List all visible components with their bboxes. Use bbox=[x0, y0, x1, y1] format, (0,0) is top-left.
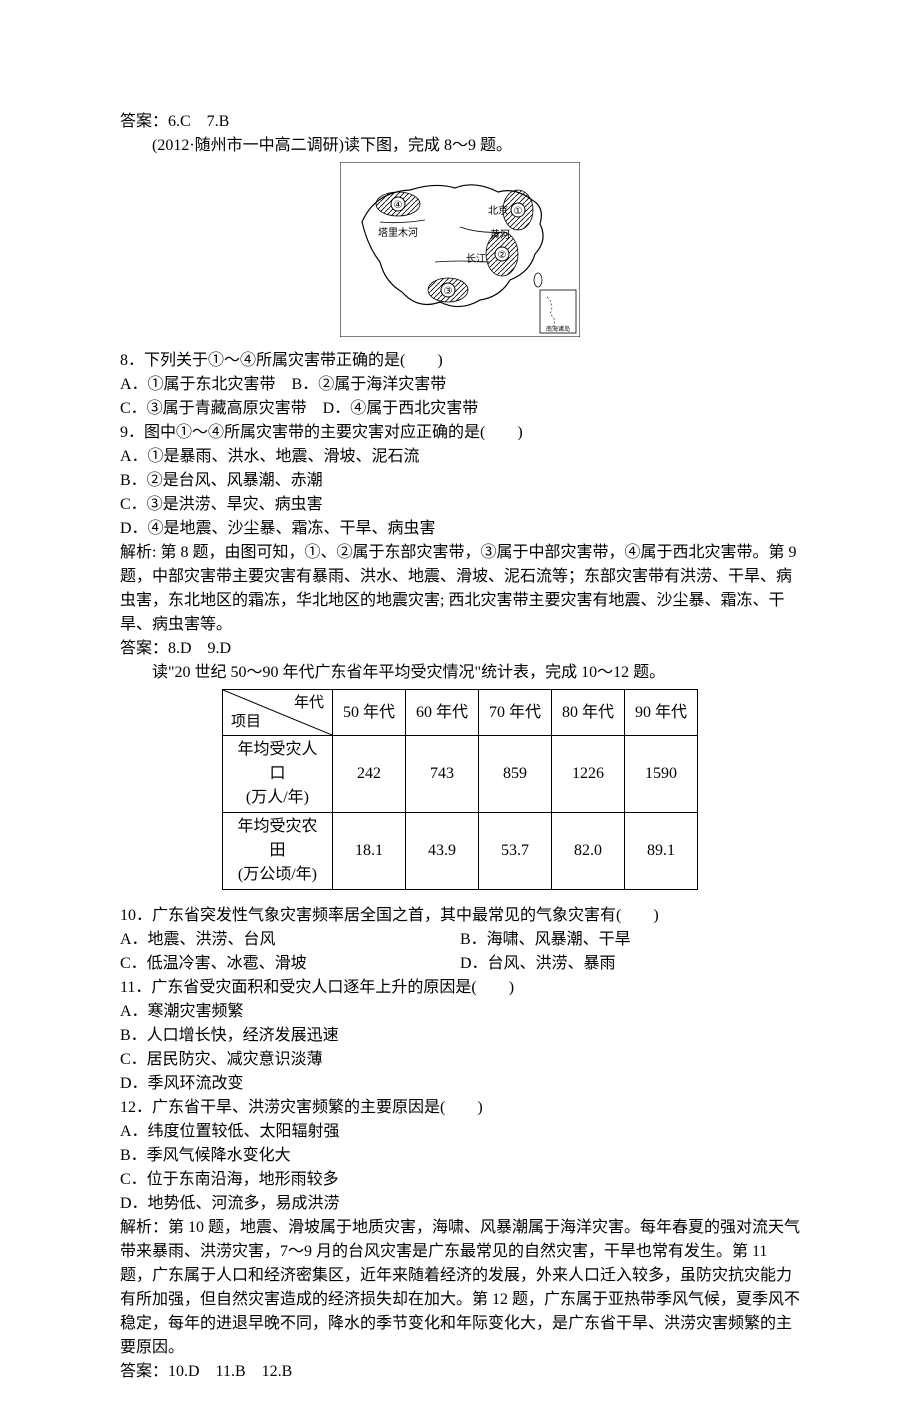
q11-opt-c: C．居民防灾、减灾意识淡薄 bbox=[120, 1048, 800, 1072]
q11-stem: 11．广东省受灾面积和受灾人口逐年上升的原因是( ) bbox=[120, 976, 800, 1000]
cell: 18.1 bbox=[332, 813, 405, 890]
diag-bottom: 项目 bbox=[231, 711, 261, 734]
diag-top: 年代 bbox=[294, 692, 324, 715]
q10-opt-d: D．台风、洪涝、暴雨 bbox=[460, 952, 800, 976]
cell: 43.9 bbox=[405, 813, 478, 890]
q8-stem: 8．下列关于①～④所属灾害带正确的是( ) bbox=[120, 349, 800, 373]
label-huanghe: 黄河 bbox=[490, 228, 510, 241]
cell: 82.0 bbox=[552, 813, 625, 890]
q8-opt-ab: A．①属于东北灾害带 B．②属于海洋灾害带 bbox=[120, 373, 800, 397]
q11-opt-a: A．寒潮灾害频繁 bbox=[120, 1000, 800, 1024]
q8-opt-cd: C．③属于青藏高原灾害带 D．④属于西北灾害带 bbox=[120, 397, 800, 421]
q9-opt-c: C．③是洪涝、旱灾、病虫害 bbox=[120, 493, 800, 517]
q11-opt-d: D．季风环流改变 bbox=[120, 1072, 800, 1096]
disaster-stats-table: 年代 项目 50 年代 60 年代 70 年代 80 年代 90 年代 年均受灾… bbox=[222, 689, 698, 890]
q10-opt-a: A．地震、洪涝、台风 bbox=[120, 928, 460, 952]
label-beijing: 北京 bbox=[488, 204, 508, 217]
label-changjiang: 长江 bbox=[466, 253, 486, 265]
row-label: 年均受灾人口 (万人/年) bbox=[222, 736, 332, 813]
q9-opt-b: B．②是台风、风暴潮、赤潮 bbox=[120, 469, 800, 493]
answer-10-12: 答案：10.D 11.B 12.B bbox=[120, 1360, 800, 1384]
col-header: 80 年代 bbox=[552, 690, 625, 736]
q11-opt-b: B．人口增长快，经济发展迅速 bbox=[120, 1024, 800, 1048]
q12-opt-c: C．位于东南沿海，地形雨较多 bbox=[120, 1168, 800, 1192]
q12-opt-d: D．地势低、河流多，易成洪涝 bbox=[120, 1192, 800, 1216]
q10-opt-c: C．低温冷害、冰雹、滑坡 bbox=[120, 952, 460, 976]
china-map-figure: ④ ① ② ③ 塔里木河 北京 黄河 长江 南海诸岛 bbox=[120, 162, 800, 345]
svg-text:③: ③ bbox=[444, 286, 453, 297]
svg-text:④: ④ bbox=[394, 200, 403, 211]
svg-text:②: ② bbox=[498, 250, 507, 261]
col-header: 90 年代 bbox=[625, 690, 698, 736]
col-header: 50 年代 bbox=[332, 690, 405, 736]
table-header-row: 年代 项目 50 年代 60 年代 70 年代 80 年代 90 年代 bbox=[222, 690, 697, 736]
answer-8-9: 答案：8.D 9.D bbox=[120, 637, 800, 661]
q9-stem: 9．图中①～④所属灾害带的主要灾害对应正确的是( ) bbox=[120, 421, 800, 445]
table-row: 年均受灾农田 (万公顷/年) 18.1 43.9 53.7 82.0 89.1 bbox=[222, 813, 697, 890]
q8-intro: (2012·随州市一中高二调研)读下图，完成 8～9 题。 bbox=[120, 134, 800, 158]
answer-6-7: 答案：6.C 7.B bbox=[120, 110, 800, 134]
col-header: 70 年代 bbox=[478, 690, 551, 736]
svg-text:①: ① bbox=[514, 206, 523, 217]
q12-stem: 12．广东省干旱、洪涝灾害频繁的主要原因是( ) bbox=[120, 1096, 800, 1120]
q12-opt-b: B．季风气候降水变化大 bbox=[120, 1144, 800, 1168]
cell: 89.1 bbox=[625, 813, 698, 890]
cell: 1590 bbox=[625, 736, 698, 813]
q10-stem: 10．广东省突发性气象灾害频率居全国之首，其中最常见的气象灾害有( ) bbox=[120, 904, 800, 928]
q9-opt-a: A．①是暴雨、洪水、地震、滑坡、泥石流 bbox=[120, 445, 800, 469]
label-tarim: 塔里木河 bbox=[378, 226, 418, 239]
q9-opt-d: D．④是地震、沙尘暴、霜冻、干旱、病虫害 bbox=[120, 517, 800, 541]
cell: 859 bbox=[478, 736, 551, 813]
cell: 1226 bbox=[552, 736, 625, 813]
table-diag-header: 年代 项目 bbox=[222, 690, 332, 736]
q10-opt-b: B．海啸、风暴潮、干旱 bbox=[460, 928, 800, 952]
cell: 242 bbox=[332, 736, 405, 813]
explain-10-12: 解析：第 10 题，地震、滑坡属于地质灾害，海啸、风暴潮属于海洋灾害。每年春夏的… bbox=[120, 1216, 800, 1360]
china-map-svg: ④ ① ② ③ 塔里木河 北京 黄河 长江 南海诸岛 bbox=[340, 162, 580, 337]
cell: 743 bbox=[405, 736, 478, 813]
q12-opt-a: A．纬度位置较低、太阳辐射强 bbox=[120, 1120, 800, 1144]
table-row: 年均受灾人口 (万人/年) 242 743 859 1226 1590 bbox=[222, 736, 697, 813]
explain-8-9: 解析: 第 8 题，由图可知，①、②属于东部灾害带，③属于中部灾害带，④属于西北… bbox=[120, 541, 800, 637]
label-nanhai: 南海诸岛 bbox=[546, 325, 570, 333]
row-label: 年均受灾农田 (万公顷/年) bbox=[222, 813, 332, 890]
table-intro: 读"20 世纪 50～90 年代广东省年平均受灾情况"统计表，完成 10～12 … bbox=[120, 661, 800, 685]
col-header: 60 年代 bbox=[405, 690, 478, 736]
cell: 53.7 bbox=[478, 813, 551, 890]
